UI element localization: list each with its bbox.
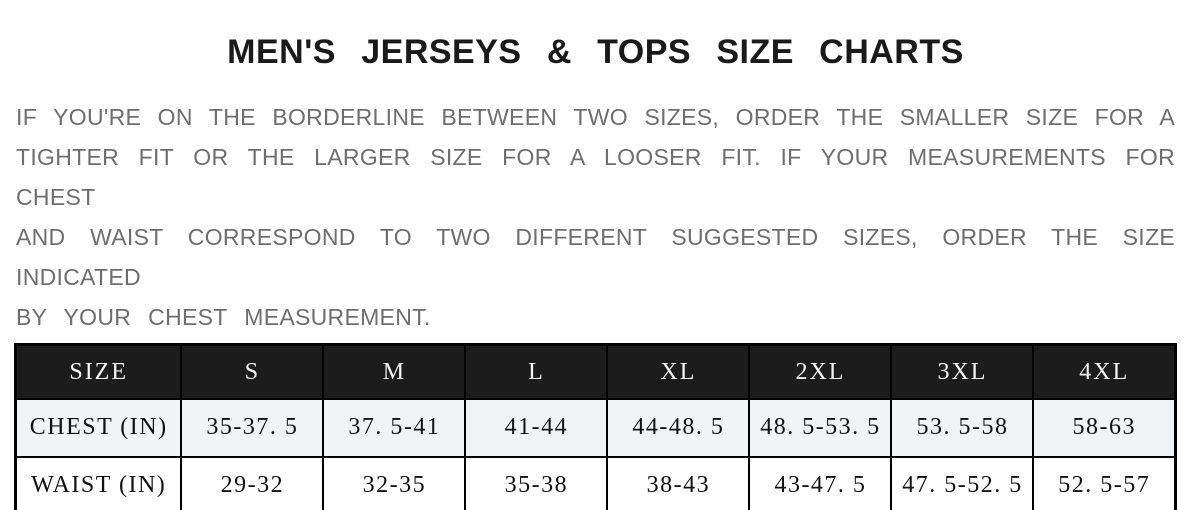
size-value: 52. 5-57 <box>1032 455 1177 510</box>
column-header: XL <box>606 343 751 400</box>
size-value: 47. 5-52. 5 <box>890 455 1035 510</box>
intro-line-3: AND WAIST CORRESPOND TO TWO DIFFERENT SU… <box>16 224 1175 291</box>
intro-line-4: BY YOUR CHEST MEASUREMENT. <box>16 304 431 331</box>
size-value: 32-35 <box>322 455 467 510</box>
size-value: 38-43 <box>606 455 751 510</box>
column-header: L <box>464 343 609 400</box>
intro-paragraph: IF YOU'RE ON THE BORDERLINE BETWEEN TWO … <box>16 97 1175 337</box>
table-row: WAIST (IN) 29-32 32-35 35-38 38-43 43-47. 5 47… <box>14 455 1177 510</box>
size-value: 35-38 <box>464 455 609 510</box>
column-header: S <box>180 343 325 400</box>
size-value: 48. 5-53. 5 <box>748 397 893 458</box>
column-header: 3XL <box>890 343 1035 400</box>
column-header: SIZE <box>14 343 183 400</box>
size-value: 44-48. 5 <box>606 397 751 458</box>
column-header: M <box>322 343 467 400</box>
size-value: 37. 5-41 <box>322 397 467 458</box>
page-title: MEN'S JERSEYS & TOPS SIZE CHARTS <box>227 33 964 71</box>
size-chart-table: SIZE S M L XL 2XL 3XL 4XL CHEST (IN) 35-37. 5 37.… <box>14 343 1177 510</box>
size-value: 29-32 <box>180 455 325 510</box>
size-chart-header-row: SIZE S M L XL 2XL 3XL 4XL <box>14 343 1177 400</box>
size-value: 43-47. 5 <box>748 455 893 510</box>
size-value: 53. 5-58 <box>890 397 1035 458</box>
intro-line-2: TIGHTER FIT OR THE LARGER SIZE FOR A LOO… <box>16 144 1175 211</box>
column-header: 4XL <box>1032 343 1177 400</box>
row-label: WAIST (IN) <box>14 455 183 510</box>
column-header: 2XL <box>748 343 893 400</box>
size-value: 35-37. 5 <box>180 397 325 458</box>
size-value: 58-63 <box>1032 397 1177 458</box>
size-value: 41-44 <box>464 397 609 458</box>
row-label: CHEST (IN) <box>14 397 183 458</box>
intro-line-1: IF YOU'RE ON THE BORDERLINE BETWEEN TWO … <box>16 104 1175 131</box>
